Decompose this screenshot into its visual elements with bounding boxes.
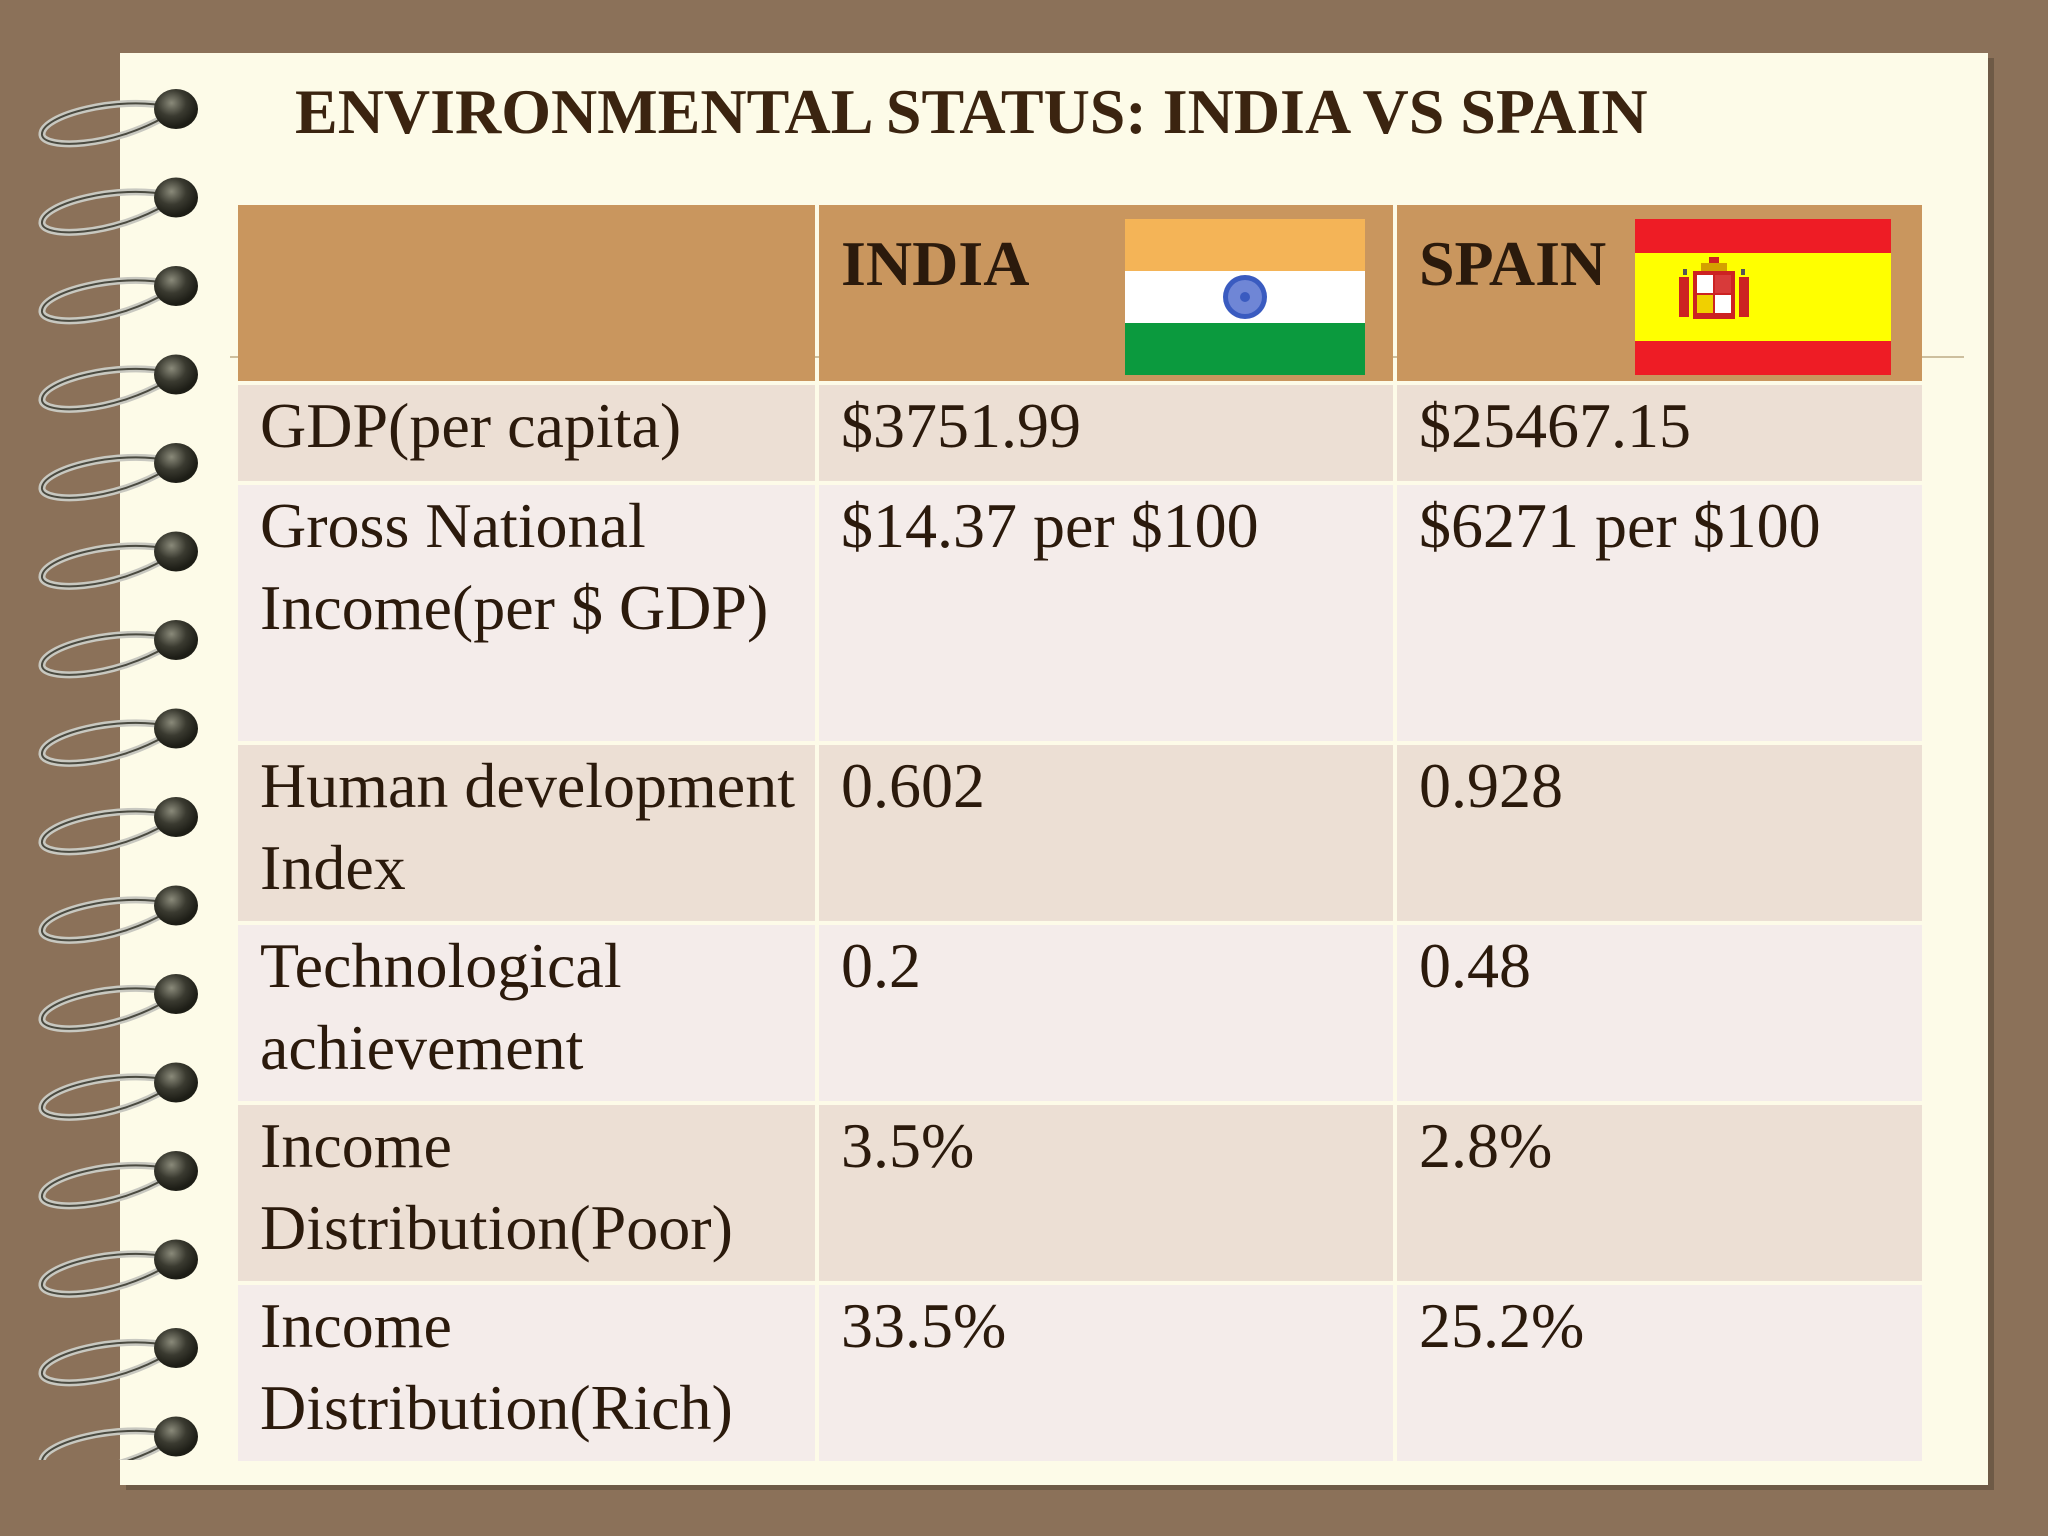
- spiral-ring-icon: [38, 1416, 198, 1460]
- header-cell-empty: [238, 205, 815, 381]
- slide-title: ENVIRONMENTAL STATUS: INDIA VS SPAIN: [295, 76, 1648, 147]
- table-row: Income Distribution(Rich) 33.5% 25.2%: [238, 1285, 1922, 1461]
- table-header-row: INDIA SPAIN: [238, 205, 1922, 381]
- spiral-ring-icon: [38, 1328, 198, 1387]
- india-value-cell: 0.2: [818, 925, 1393, 1101]
- spiral-ring-icon: [38, 708, 198, 767]
- spiral-ring-icon: [38, 885, 198, 944]
- spiral-ring-icon: [38, 89, 198, 148]
- row-label-cell: Income Distribution(Poor): [238, 1105, 815, 1281]
- spain-value-cell: 25.2%: [1396, 1285, 1922, 1461]
- india-flag-icon: [1124, 219, 1365, 375]
- row-label-cell: GDP(per capita): [238, 385, 815, 481]
- table-row: Income Distribution(Poor) 3.5% 2.8%: [238, 1105, 1922, 1281]
- spain-value-cell: 0.48: [1396, 925, 1922, 1101]
- spiral-ring-icon: [38, 1062, 198, 1121]
- spiral-ring-icon: [38, 266, 198, 325]
- row-label-cell: Human development Index: [238, 745, 815, 921]
- spiral-ring-icon: [38, 443, 198, 502]
- row-label-cell: Gross National Income(per $ GDP): [238, 485, 815, 741]
- spiral-ring-icon: [38, 1151, 198, 1210]
- table-row: Human development Index 0.602 0.928: [238, 745, 1922, 921]
- table-row: GDP(per capita) $3751.99 $25467.15: [238, 385, 1922, 481]
- table-row: Gross National Income(per $ GDP) $14.37 p…: [238, 485, 1922, 741]
- india-value-cell: 3.5%: [818, 1105, 1393, 1281]
- india-value-cell: 0.602: [818, 745, 1393, 921]
- table-row: Technological achievement 0.2 0.48: [238, 925, 1922, 1101]
- spain-value-cell: 0.928: [1396, 745, 1922, 921]
- header-cell-spain: SPAIN: [1396, 205, 1922, 381]
- header-label-india: INDIA: [840, 228, 1030, 299]
- spain-flag-icon: [1634, 219, 1891, 375]
- spiral-binding-icon: [38, 89, 198, 1460]
- spiral-ring-icon: [38, 620, 198, 679]
- spiral-ring-icon: [38, 974, 198, 1033]
- india-value-cell: $14.37 per $100: [818, 485, 1393, 741]
- spiral-ring-icon: [38, 797, 198, 856]
- spain-value-cell: $6271 per $100: [1396, 485, 1922, 741]
- header-label-spain: SPAIN: [1418, 228, 1607, 299]
- header-cell-india: INDIA: [818, 205, 1393, 381]
- spiral-ring-icon: [38, 354, 198, 413]
- spiral-ring-icon: [38, 177, 198, 236]
- india-value-cell: 33.5%: [818, 1285, 1393, 1461]
- spain-value-cell: 2.8%: [1396, 1105, 1922, 1281]
- spain-value-cell: $25467.15: [1396, 385, 1922, 481]
- row-label-cell: Income Distribution(Rich): [238, 1285, 815, 1461]
- india-value-cell: $3751.99: [818, 385, 1393, 481]
- row-label-cell: Technological achievement: [238, 925, 815, 1101]
- comparison-table: INDIA SPAIN: [234, 201, 1926, 1465]
- spiral-ring-icon: [38, 531, 198, 590]
- spiral-ring-icon: [38, 1239, 198, 1298]
- spain-coat-of-arms-icon: [1678, 257, 1749, 319]
